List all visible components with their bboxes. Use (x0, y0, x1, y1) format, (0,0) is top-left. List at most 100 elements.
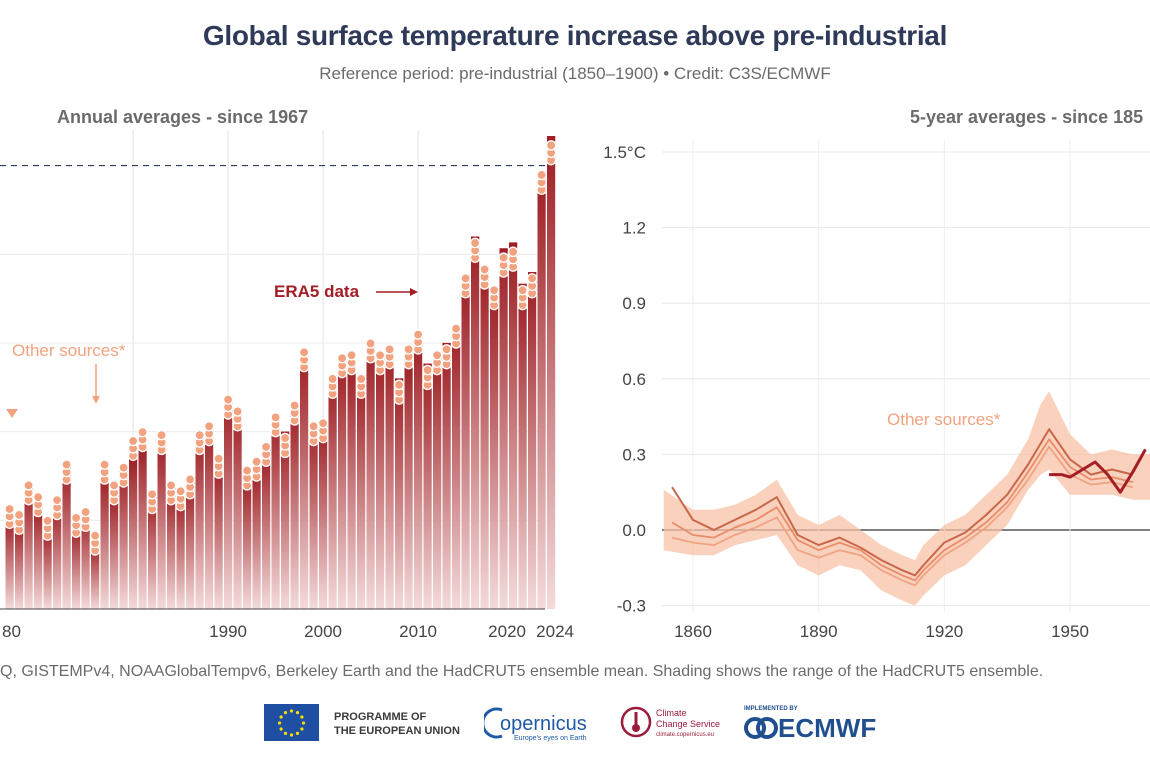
other-source-point (441, 344, 452, 355)
annual-bar (195, 434, 204, 609)
annual-bar-cap (518, 283, 527, 287)
other-source-point (156, 429, 167, 441)
other-source-point (13, 509, 25, 521)
other-source-point (70, 512, 82, 524)
annual-x-tick-label: 80 (2, 622, 21, 641)
other-sources-annotation: Other sources* (12, 341, 126, 360)
eu-programme-text: PROGRAMME OF THE EUROPEAN UNION (334, 710, 460, 738)
other-source-line (671, 428, 1134, 577)
other-source-point (203, 420, 215, 432)
other-source-point (374, 349, 386, 361)
annual-bar (214, 464, 223, 609)
annual-bar-cap (471, 236, 480, 239)
other-source-point (127, 435, 139, 447)
annual-bar (518, 283, 527, 609)
annual-bar (233, 407, 242, 609)
other-source-point (146, 488, 158, 500)
annual-bar (423, 363, 432, 609)
annual-bar (148, 496, 157, 609)
annual-bar (347, 360, 356, 609)
other-source-point (23, 480, 34, 491)
other-source-point (460, 273, 471, 284)
annual-bar (328, 375, 337, 609)
annual-bar (366, 342, 375, 609)
other-source-point (507, 246, 519, 258)
five-y-tick-label: 0.3 (622, 445, 646, 464)
annual-bar (471, 236, 480, 609)
other-source-point (89, 530, 101, 541)
annual-bar (338, 357, 347, 609)
annual-bar (271, 413, 280, 609)
other-source-point (431, 349, 443, 361)
five-x-tick-label: 1890 (800, 622, 838, 641)
annual-bar (319, 422, 328, 609)
annual-bar (176, 496, 185, 609)
other-source-point (194, 429, 205, 441)
other-source-point (175, 485, 186, 497)
annual-panel-title: Annual averages - since 1967 (57, 107, 309, 127)
five-x-tick-label: 1860 (674, 622, 712, 641)
annual-bar (262, 449, 271, 609)
annual-bar (309, 422, 318, 609)
other-sources-annotation-right: Other sources* (887, 410, 1001, 429)
era5-arrow-head (410, 288, 418, 296)
eu-flag-icon (264, 704, 319, 741)
other-source-point (61, 459, 72, 470)
other-source-point (137, 426, 148, 438)
other-source-point (422, 364, 433, 376)
annual-bar-cap (499, 248, 508, 251)
annual-bar (119, 467, 128, 609)
annual-bar (15, 523, 24, 609)
annual-bar (224, 396, 233, 609)
annual-bar-cap (509, 242, 518, 245)
annual-bar (547, 136, 556, 609)
hadcrut5-ensemble-range (663, 391, 1150, 606)
ccs-line-2: Change Service (656, 719, 720, 729)
other-source-point (545, 140, 557, 151)
annual-x-tick-label: 2020 (488, 622, 526, 641)
annual-bar-cap (281, 431, 290, 434)
other-source-point (32, 491, 44, 503)
annual-bar (404, 354, 413, 609)
five-x-tick-label: 1950 (1051, 622, 1089, 641)
other-source-point (232, 406, 243, 417)
other-source-point (488, 284, 500, 296)
other-source-point (108, 480, 120, 491)
other-source-point (270, 412, 281, 423)
page-subtitle: Reference period: pre-industrial (1850–1… (319, 64, 831, 83)
other-source-line (671, 445, 1134, 587)
logo-bar: PROGRAMME OF THE EUROPEAN UNION opernicu… (0, 700, 1150, 750)
annual-bar (376, 354, 385, 609)
copernicus-wordmark: opernicus (500, 713, 587, 735)
other-source-point (80, 506, 91, 518)
five-y-tick-label: 0.0 (622, 521, 646, 540)
annual-bar-cap (395, 378, 404, 381)
annual-bar (395, 378, 404, 609)
other-source-point (251, 456, 262, 468)
annual-bar (43, 529, 52, 609)
other-source-point (184, 474, 196, 485)
annual-bar (81, 511, 90, 609)
annual-bar (62, 467, 71, 609)
other-source-point (469, 237, 481, 249)
annual-bar (433, 351, 442, 609)
annual-bar (91, 543, 100, 609)
five-y-tick-label: 1.5°C (603, 143, 646, 162)
annual-bar (452, 325, 461, 609)
annual-bar-cap (442, 342, 451, 346)
ecmwf-implemented-by: IMPLEMENTED BY (744, 706, 798, 712)
other-source-point (450, 323, 462, 334)
annual-x-tick-label: 1990 (209, 622, 247, 641)
other-source-point (279, 432, 291, 444)
era5-annotation: ERA5 data (274, 282, 360, 301)
five-y-tick-label: 0.9 (622, 294, 646, 313)
annual-bar (537, 171, 546, 609)
copernicus-tagline: Europe's eyes on Earth (514, 735, 587, 742)
other-source-point (479, 264, 490, 275)
annual-bar (480, 266, 489, 609)
five-year-panel-title: 5-year averages - since 185 (910, 107, 1144, 127)
annual-bar (167, 487, 176, 609)
other-source-point (99, 459, 110, 470)
other-source-point (42, 515, 53, 527)
other-source-point (317, 417, 329, 429)
